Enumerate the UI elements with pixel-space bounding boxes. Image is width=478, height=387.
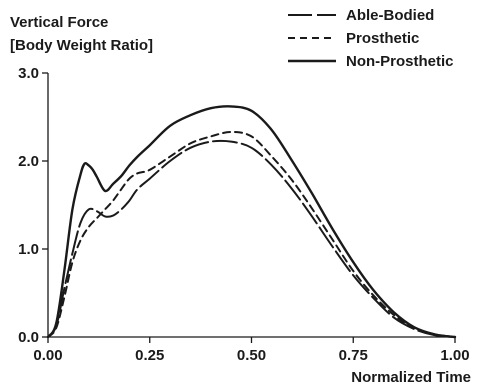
- series-line-prosthetic: [47, 131, 456, 338]
- x-tick-label: 0.50: [237, 347, 266, 364]
- y-tick-label: 2.0: [18, 153, 39, 170]
- legend: Able-Bodied Prosthetic Non-Prosthetic: [288, 7, 454, 70]
- x-tick-label: 0.00: [33, 347, 62, 364]
- y-tick-label: 0.0: [18, 329, 39, 346]
- series-line-non-prosthetic: [46, 105, 457, 339]
- series-line-able-bodied: [47, 139, 456, 338]
- y-tick-label: 3.0: [18, 65, 39, 82]
- x-tick-label: 1.00: [440, 347, 469, 364]
- legend-label: Prosthetic: [346, 30, 419, 47]
- y-ticks: 0.0 1.0 2.0 3.0: [18, 65, 48, 346]
- x-axis-label: Normalized Time: [351, 369, 471, 386]
- legend-label: Non-Prosthetic: [346, 53, 454, 70]
- plot-area: [46, 105, 457, 339]
- x-tick-label: 0.25: [135, 347, 164, 364]
- y-axis-label-line-2: [Body Weight Ratio]: [10, 37, 153, 54]
- x-tick-label: 0.75: [339, 347, 368, 364]
- legend-label: Able-Bodied: [346, 7, 434, 24]
- y-axis-label-line-1: Vertical Force: [10, 14, 108, 31]
- x-ticks: 0.00 0.25 0.50 0.75 1.00: [33, 337, 470, 364]
- y-tick-label: 1.0: [18, 241, 39, 258]
